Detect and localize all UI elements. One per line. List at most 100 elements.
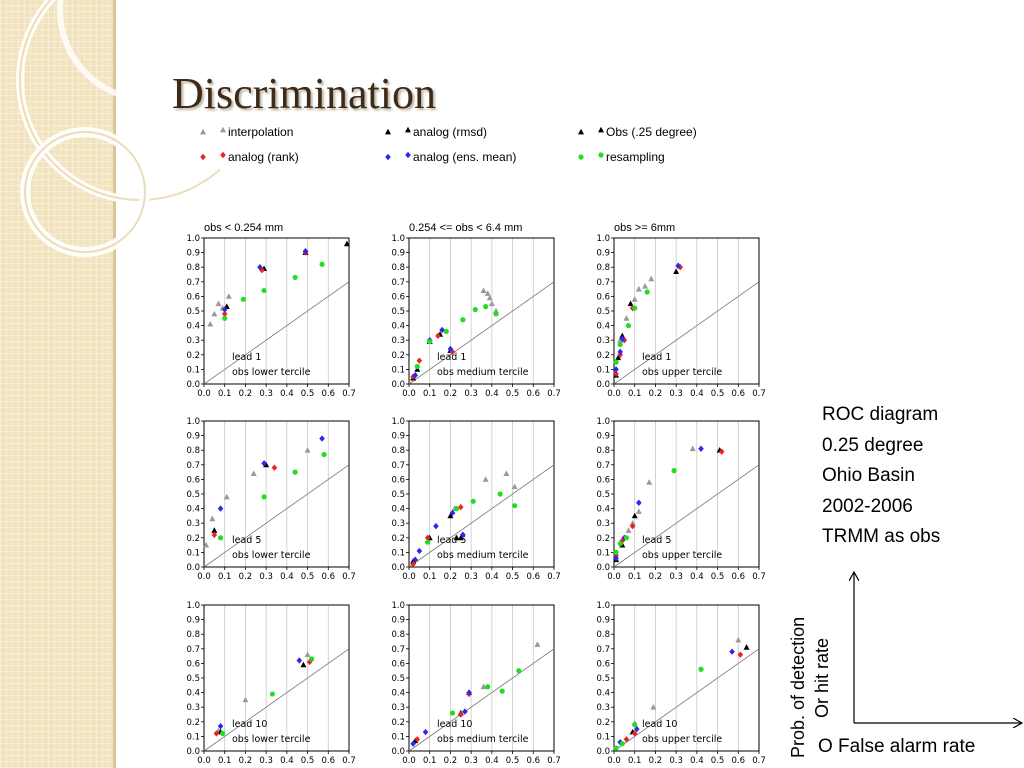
- x-tick-label: 0.2: [444, 756, 458, 766]
- data-point: [454, 506, 460, 512]
- y-tick-label: 1.0: [186, 234, 200, 244]
- info-line: Ohio Basin: [822, 465, 915, 486]
- y-tick-label: 0.8: [596, 263, 610, 273]
- data-point: [511, 483, 518, 490]
- data-point: [671, 468, 677, 474]
- y-tick-label: 0.0: [391, 747, 405, 757]
- data-point: [457, 503, 464, 511]
- y-tick-label: 0.5: [391, 307, 405, 317]
- data-point: [625, 527, 632, 533]
- legend-label: analog (ens. mean): [413, 150, 516, 164]
- panel-lead-label: lead 1: [232, 352, 261, 363]
- data-point: [240, 296, 246, 302]
- data-point: [343, 240, 350, 247]
- data-point: [412, 372, 419, 379]
- data-point: [631, 296, 638, 302]
- data-point: [261, 494, 267, 500]
- no-skill-line: [408, 281, 555, 385]
- x-tick-label: 0.3: [259, 572, 273, 582]
- data-point: [221, 306, 228, 313]
- data-point: [416, 357, 423, 364]
- panel-tercile-label: obs lower tercile: [232, 367, 311, 378]
- y-tick-label: 0.2: [186, 351, 200, 361]
- legend-marker: [385, 153, 391, 161]
- x-tick-label: 0.6: [732, 756, 746, 766]
- y-tick-label: 0.8: [391, 630, 405, 640]
- x-tick-label: 0.2: [444, 389, 458, 399]
- data-point: [203, 541, 210, 548]
- x-tick-label: 0.4: [485, 389, 499, 399]
- y-tick-label: 0.4: [186, 505, 200, 515]
- data-point: [261, 460, 267, 467]
- data-point: [460, 317, 466, 323]
- legend-entry: interpolation: [200, 125, 293, 139]
- data-point: [269, 691, 275, 697]
- legend-marker: [405, 151, 411, 159]
- roc-panel: 0.0 0.1 0.2 0.3 0.4 0.5 0.6 0.7 0.8 0.9 1.0 0.0 0.1 0…: [391, 417, 560, 582]
- data-point: [449, 710, 456, 716]
- y-tick-label: 0.4: [391, 689, 405, 699]
- y-tick-label: 0.5: [596, 490, 610, 500]
- data-point: [534, 641, 541, 647]
- data-point: [648, 275, 655, 282]
- legend-label: analog (rmsd): [413, 125, 487, 139]
- data-point: [627, 300, 634, 307]
- legend-entry: analog (rmsd): [385, 125, 487, 139]
- y-tick-label: 0.3: [391, 336, 405, 346]
- data-point: [220, 730, 226, 737]
- y-tick-label: 0.1: [596, 548, 610, 558]
- x-tick-label: 0.1: [423, 389, 437, 399]
- legend-marker: [200, 128, 206, 135]
- data-point: [410, 373, 416, 380]
- data-point: [300, 661, 307, 668]
- x-tick-label: 0.5: [301, 572, 315, 582]
- x-tick-label: 0.5: [711, 389, 725, 399]
- data-point: [480, 287, 487, 293]
- x-tick-label: 0.5: [711, 572, 725, 582]
- x-tick-label: 0.3: [464, 572, 478, 582]
- x-tick-label: 0.4: [280, 389, 294, 399]
- legend-marker: [598, 152, 604, 158]
- roc-panel: 0.0 0.1 0.2 0.3 0.4 0.5 0.6 0.7 0.8 0.9 1.0 0.0 0.1 0…: [186, 417, 355, 582]
- data-point: [292, 469, 298, 475]
- y-tick-label: 0.2: [391, 534, 405, 544]
- data-point: [631, 730, 638, 737]
- x-tick-label: 0.2: [649, 389, 663, 399]
- y-tick-label: 0.5: [596, 307, 610, 317]
- data-point: [225, 293, 232, 299]
- x-tick-label: 0.0: [197, 756, 211, 766]
- data-point: [271, 464, 278, 471]
- x-tick-label: 0.0: [607, 756, 621, 766]
- y-tick-label: 1.0: [391, 417, 405, 427]
- data-point: [213, 730, 220, 737]
- roc-panel: 0.0 0.1 0.2 0.3 0.4 0.5 0.6 0.7 0.8 0.9 1.0 0.0 0.1 0…: [186, 234, 355, 399]
- data-point: [292, 274, 298, 281]
- data-point: [512, 503, 518, 509]
- legend-marker: [200, 153, 206, 161]
- y-tick-label: 0.7: [186, 278, 200, 288]
- legend-entry: resampling: [578, 150, 665, 164]
- data-point: [729, 648, 735, 655]
- y-tick-label: 0.7: [391, 278, 405, 288]
- y-tick-label: 1.0: [596, 601, 610, 611]
- x-tick-label: 0.0: [197, 389, 211, 399]
- legend-entry: analog (rank): [200, 150, 299, 164]
- panel-lead-label: lead 5: [437, 535, 466, 546]
- y-tick-label: 1.0: [391, 601, 405, 611]
- y-tick-label: 0.6: [596, 659, 610, 669]
- no-skill-line: [613, 464, 760, 568]
- y-tick-label: 0.1: [596, 732, 610, 742]
- data-point: [319, 261, 325, 267]
- data-point: [631, 512, 638, 519]
- legend-marker: [405, 126, 411, 133]
- y-tick-label: 0.7: [596, 278, 610, 288]
- panel-lead-label: lead 10: [437, 719, 472, 730]
- x-tick-label: 0.1: [628, 572, 642, 582]
- data-point: [613, 370, 619, 377]
- y-tick-label: 0.8: [596, 630, 610, 640]
- y-tick-label: 0.1: [186, 732, 200, 742]
- x-axis-label: O False alarm rate: [818, 736, 976, 757]
- x-tick-label: 0.3: [464, 756, 478, 766]
- y-tick-label: 0.1: [186, 548, 200, 558]
- y-tick-label: 0.4: [596, 322, 610, 332]
